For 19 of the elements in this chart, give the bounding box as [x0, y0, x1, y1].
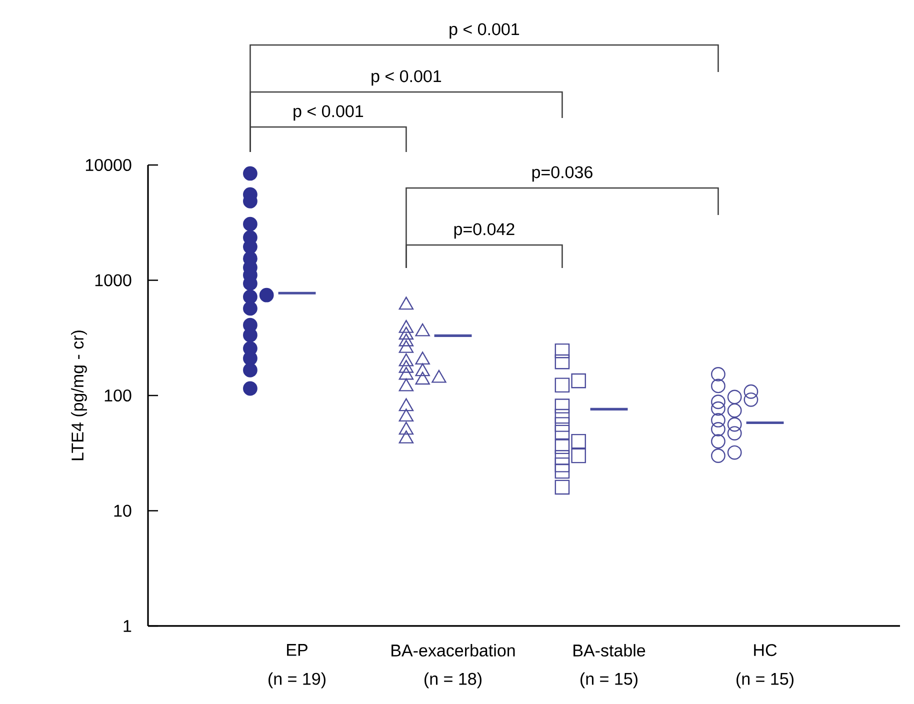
x-tick-label: EP: [287, 644, 308, 656]
text: (n = 15): [580, 672, 638, 688]
annotation: p=0.042: [454, 223, 514, 239]
y-axis-title: LTE4 (pg/mg - cr): [71, 330, 87, 460]
y-tick-label: 1000: [95, 274, 132, 286]
text: p < 0.001: [294, 105, 364, 121]
text: (n = 18): [424, 672, 482, 688]
y-tick-label: 10: [114, 504, 132, 517]
text: p < 0.001: [450, 23, 520, 39]
x-tick-label: BA-exacerbation: [392, 644, 515, 657]
y-tick-label: 1: [124, 620, 132, 632]
x-tick-label: BA-stable: [574, 644, 646, 657]
text: (n = 19): [268, 672, 326, 688]
x-tick-label: HC: [754, 644, 777, 656]
text: (n = 15): [736, 672, 794, 688]
annotation: p=0.036: [532, 166, 592, 182]
y-tick-label: 10000: [86, 158, 132, 171]
y-tick-label: 100: [104, 389, 132, 402]
text: p < 0.001: [372, 70, 442, 86]
